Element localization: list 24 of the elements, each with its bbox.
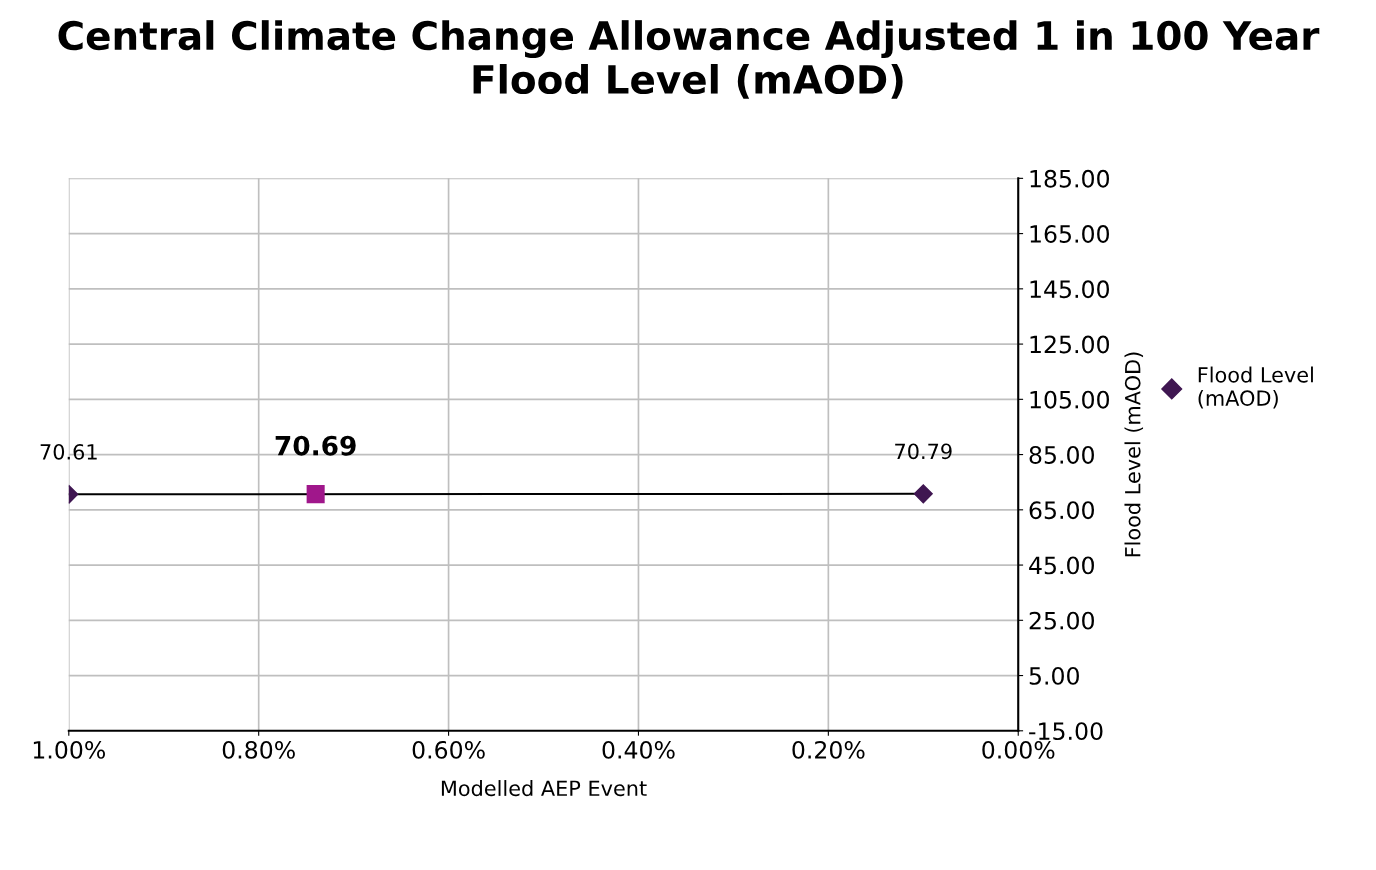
y-tick-label: 25.00 — [1029, 611, 1094, 630]
data-label: 70.79 — [895, 443, 952, 460]
y-tick-label: 105.00 — [1030, 390, 1110, 409]
y-tick-label: 5.00 — [1029, 667, 1079, 685]
y-tick-label: 145.00 — [1030, 280, 1110, 299]
data-label: 70.69 — [275, 435, 356, 456]
x-tick-label: 0.80% — [222, 740, 295, 759]
x-tick-label: 0.20% — [792, 740, 865, 759]
y-tick-label: 65.00 — [1029, 501, 1094, 520]
y-tick-label: 45.00 — [1029, 556, 1094, 575]
y-tick-label: 165.00 — [1030, 225, 1110, 243]
x-tick-label: 0.60% — [412, 740, 485, 759]
y-axis-title: Flood Level (mAOD) — [1124, 352, 1144, 557]
chart-title: Central Climate Change Allowance Adjusted 1 in 100 Year Flood Level (mAOD) — [58, 20, 1320, 99]
y-tick-label: 185.00 — [1030, 169, 1110, 188]
x-tick-label: 0.00% — [982, 740, 1055, 759]
y-tick-label: 125.00 — [1030, 335, 1110, 354]
y-tick-label: -15.00 — [1029, 722, 1103, 741]
data-label: 70.61 — [40, 443, 97, 460]
legend-label: Flood Level (mAOD) — [1198, 366, 1313, 409]
y-tick-label: 85.00 — [1029, 446, 1094, 464]
x-tick-label: 1.00% — [33, 740, 105, 759]
x-tick-label: 0.40% — [602, 740, 675, 759]
x-axis-title: Modelled AEP Event — [441, 780, 647, 797]
